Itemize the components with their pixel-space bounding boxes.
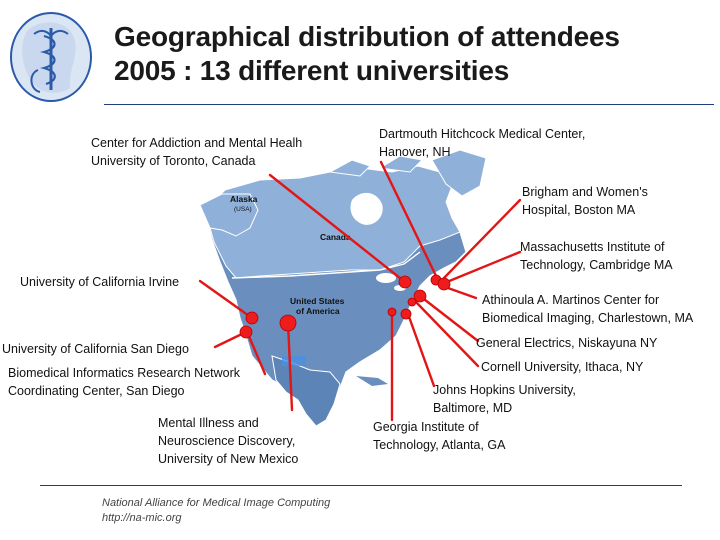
title-line-1: Geographical distribution of attendees xyxy=(114,21,620,52)
label-irvine: University of California Irvine xyxy=(20,275,180,289)
map-label-usa-2: of America xyxy=(296,306,340,316)
connector-irvine xyxy=(198,279,254,320)
connector-brigham xyxy=(442,198,522,280)
marker-baltimore xyxy=(400,308,412,320)
label-unm: Mental Illness and Neuroscience Discover… xyxy=(158,416,299,466)
map-label-alaska: Alaska xyxy=(230,194,258,204)
footer: National Alliance for Medical Image Comp… xyxy=(102,496,330,526)
marker-boston xyxy=(437,277,451,291)
label-brigham: Brigham and Women's Hospital, Boston MA xyxy=(522,185,648,217)
map-label-canada: Canada xyxy=(320,232,351,242)
label-dartmouth: Dartmouth Hitchcock Medical Center, Hano… xyxy=(379,127,586,159)
label-toronto: Center for Addiction and Mental Healh Un… xyxy=(91,136,303,168)
marker-ithaca xyxy=(407,297,417,307)
connector-martinos xyxy=(446,286,478,300)
marker-atlanta xyxy=(387,307,397,317)
marker-ny xyxy=(413,289,427,303)
marker-sandiego xyxy=(239,325,253,339)
marker-toronto xyxy=(398,275,412,289)
title-line-2: 2005 : 13 different universities xyxy=(114,55,510,86)
label-birn: Biomedical Informatics Research Network … xyxy=(8,366,241,398)
label-jhu: Johns Hopkins University, Baltimore, MD xyxy=(433,383,576,415)
label-cornell: Cornell University, Ithaca, NY xyxy=(481,360,644,374)
connector-lines xyxy=(198,160,522,422)
connector-cornell xyxy=(412,298,480,368)
label-gatech: Georgia Institute of Technology, Atlanta… xyxy=(373,420,506,452)
label-ucsd: University of California San Diego xyxy=(2,342,189,356)
label-mit: Massachusetts Institute of Technology, C… xyxy=(520,240,673,272)
slide-title: Geographical distribution of attendees 2… xyxy=(114,20,620,88)
connector-toronto xyxy=(268,173,407,284)
site-markers xyxy=(239,274,451,339)
title-rule xyxy=(104,104,714,105)
connector-mit xyxy=(440,250,522,286)
map-label-alaska-sub: (USA) xyxy=(234,206,252,213)
map-label-usa-1: United States xyxy=(290,296,345,306)
connector-jhu xyxy=(406,312,436,388)
connector-ge xyxy=(418,294,480,343)
footer-rule xyxy=(40,485,682,486)
label-ge: General Electrics, Niskayuna NY xyxy=(476,336,658,350)
na-mic-logo xyxy=(10,12,92,102)
connector-birn xyxy=(246,332,267,376)
label-martinos: Athinoula A. Martinos Center for Biomedi… xyxy=(482,293,694,325)
marker-irvine xyxy=(245,311,259,325)
connector-dartmouth xyxy=(379,160,440,282)
marker-newmexico xyxy=(279,314,297,332)
footer-url: http://na-mic.org xyxy=(102,512,182,524)
footer-org: National Alliance for Medical Image Comp… xyxy=(102,497,331,509)
connector-unm xyxy=(286,321,294,412)
